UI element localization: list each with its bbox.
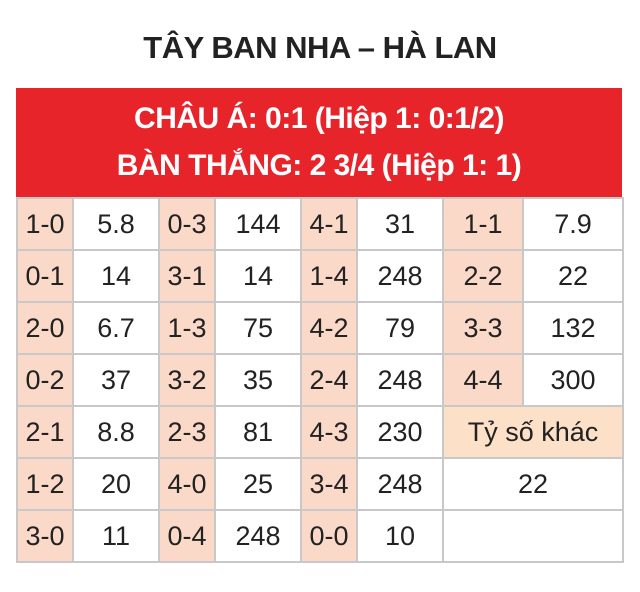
score-cell: 4-0 — [158, 457, 216, 511]
score-cell: 0-2 — [16, 353, 74, 407]
odds-cell: 248 — [356, 249, 444, 303]
score-cell: 3-4 — [300, 457, 358, 511]
score-cell: 3-1 — [158, 249, 216, 303]
odds-cell: 6.7 — [72, 301, 160, 355]
score-cell: 2-1 — [16, 405, 74, 459]
odds-cell: 144 — [214, 197, 302, 251]
score-cell: 1-2 — [16, 457, 74, 511]
score-cell: 1-4 — [300, 249, 358, 303]
score-cell: 1-3 — [158, 301, 216, 355]
odds-cell: 35 — [214, 353, 302, 407]
odds-cell: 132 — [522, 301, 624, 355]
score-cell: 2-4 — [300, 353, 358, 407]
odds-cell: 37 — [72, 353, 160, 407]
score-cell: 0-4 — [158, 509, 216, 563]
score-cell: 1-1 — [442, 197, 524, 251]
odds-cell: 11 — [72, 509, 160, 563]
other-scores-odds: 22 — [442, 457, 624, 511]
table-row: 0-2 37 3-2 35 2-4 248 4-4 300 — [16, 353, 624, 407]
page-title: TÂY BAN NHA – HÀ LAN — [143, 30, 497, 65]
table-row: 0-1 14 3-1 14 1-4 248 2-2 22 — [16, 249, 624, 303]
total-goals-line: BÀN THẮNG: 2 3/4 (Hiệp 1: 1) — [116, 149, 522, 182]
odds-cell: 248 — [214, 509, 302, 563]
odds-cell: 10 — [356, 509, 444, 563]
odds-cell: 81 — [214, 405, 302, 459]
score-cell: 0-0 — [300, 509, 358, 563]
table-row: 1-0 5.8 0-3 144 4-1 31 1-1 7.9 — [16, 197, 624, 251]
odds-cell: 14 — [214, 249, 302, 303]
odds-cell: 7.9 — [522, 197, 624, 251]
score-cell: 2-3 — [158, 405, 216, 459]
score-cell: 4-2 — [300, 301, 358, 355]
odds-cell: 79 — [356, 301, 444, 355]
score-cell: 4-1 — [300, 197, 358, 251]
other-scores-label: Tỷ số khác — [442, 405, 624, 459]
score-cell: 3-0 — [16, 509, 74, 563]
empty-cell — [442, 509, 624, 563]
odds-cell: 300 — [522, 353, 624, 407]
odds-cell: 230 — [356, 405, 444, 459]
table-row: 1-2 20 4-0 25 3-4 248 22 — [16, 457, 624, 511]
odds-cell: 20 — [72, 457, 160, 511]
score-cell: 2-2 — [442, 249, 524, 303]
odds-cell: 248 — [356, 353, 444, 407]
odds-cell: 22 — [522, 249, 624, 303]
score-cell: 3-3 — [442, 301, 524, 355]
odds-cell: 8.8 — [72, 405, 160, 459]
table-row: 2-1 8.8 2-3 81 4-3 230 Tỷ số khác — [16, 405, 624, 459]
odds-cell: 5.8 — [72, 197, 160, 251]
score-cell: 3-2 — [158, 353, 216, 407]
correct-score-table: 1-0 5.8 0-3 144 4-1 31 1-1 7.9 0-1 14 3-1 14 1-4 248 2… — [16, 197, 624, 563]
odds-cell: 14 — [72, 249, 160, 303]
table-row: 2-0 6.7 1-3 75 4-2 79 3-3 132 — [16, 301, 624, 355]
score-cell: 0-1 — [16, 249, 74, 303]
score-cell: 4-3 — [300, 405, 358, 459]
score-cell: 4-4 — [442, 353, 524, 407]
odds-cell: 75 — [214, 301, 302, 355]
odds-header: CHÂU Á: 0:1 (Hiệp 1: 0:1/2) BÀN THẮNG: 2… — [16, 88, 622, 197]
score-cell: 2-0 — [16, 301, 74, 355]
score-cell: 0-3 — [158, 197, 216, 251]
odds-cell: 248 — [356, 457, 444, 511]
score-cell: 1-0 — [16, 197, 74, 251]
table-row: 3-0 11 0-4 248 0-0 10 — [16, 509, 624, 563]
odds-cell: 25 — [214, 457, 302, 511]
asian-handicap-line: CHÂU Á: 0:1 (Hiệp 1: 0:1/2) — [134, 102, 504, 135]
odds-cell: 31 — [356, 197, 444, 251]
